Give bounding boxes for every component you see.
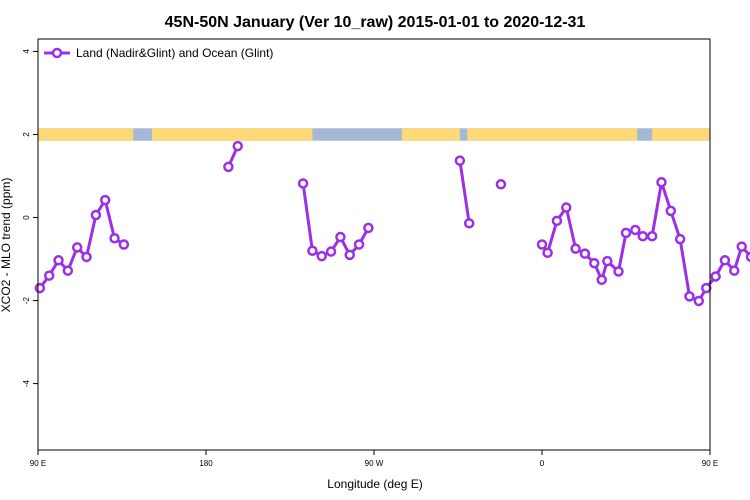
x-tick-label: 0: [540, 459, 545, 468]
plot-frame: [37, 38, 711, 451]
legend-entry-label: Land (Nadir&Glint) and Ocean (Glint): [76, 46, 273, 60]
data-point: [454, 155, 466, 166]
legend: Land (Nadir&Glint) and Ocean (Glint): [44, 46, 273, 60]
data-point: [34, 282, 46, 294]
series-layer: [34, 140, 750, 307]
data-point: [701, 282, 712, 294]
data-point: [719, 255, 731, 266]
data-point: [665, 205, 677, 217]
data-point: [684, 291, 695, 302]
data-point: [551, 215, 563, 227]
data-point: [99, 194, 111, 206]
data-point: [602, 255, 613, 267]
x-tick-label: 90 E: [702, 459, 718, 468]
y-tick-label: 2: [22, 132, 31, 137]
land-band-segment: [38, 128, 134, 141]
data-point: [589, 257, 600, 269]
data-point: [745, 251, 750, 263]
data-point: [536, 239, 548, 250]
series-line: [38, 198, 125, 289]
data-point: [325, 246, 337, 257]
data-point: [630, 224, 641, 236]
data-point: [353, 239, 365, 250]
series-line: [540, 180, 750, 303]
x-axis-label: Longitude (deg E): [327, 477, 422, 491]
y-tick-label: 0: [22, 215, 31, 220]
data-point: [71, 242, 83, 253]
data-point: [646, 230, 658, 242]
x-tick-label: 90 E: [30, 459, 46, 468]
data-point: [53, 255, 64, 266]
y-tick-label: -4: [22, 379, 31, 387]
data-point: [463, 218, 475, 229]
land-ocean-band: [38, 128, 710, 141]
data-point: [710, 271, 721, 282]
data-point: [81, 251, 92, 263]
x-tick-label: 180: [199, 459, 213, 468]
data-point: [62, 265, 74, 276]
data-point: [620, 227, 632, 239]
data-point: [542, 247, 553, 259]
data-point: [90, 209, 102, 221]
series-line: [458, 160, 471, 224]
land-band-segment: [652, 128, 710, 141]
data-point: [232, 140, 243, 152]
y-axis: 4 2 0 -2 -4: [22, 49, 38, 387]
data-point: [561, 202, 572, 213]
chart-title: 45N-50N January (Ver 10_raw) 2015-01-01 …: [165, 14, 586, 31]
y-tick-label: 4: [22, 49, 31, 54]
data-point: [223, 161, 234, 173]
legend-marker-icon: [51, 47, 63, 59]
data-point: [495, 179, 507, 190]
data-point: [637, 230, 649, 242]
y-axis-label: XCO2 - MLO trend (ppm): [0, 178, 13, 313]
data-point: [736, 241, 747, 252]
y-tick-label: -2: [22, 296, 31, 304]
land-band-segment: [402, 128, 460, 141]
data-point: [570, 243, 581, 254]
data-point: [613, 266, 624, 277]
data-point: [693, 295, 705, 307]
data-point: [674, 233, 686, 245]
data-point: [363, 222, 374, 234]
data-point: [596, 274, 607, 286]
land-band-segment: [467, 128, 638, 141]
data-point: [307, 245, 318, 256]
data-point: [335, 231, 346, 243]
x-tick-label: 90 W: [365, 459, 384, 468]
data-point: [109, 233, 120, 244]
data-point: [118, 239, 130, 250]
land-band-segment: [151, 128, 313, 141]
data-point: [579, 248, 591, 259]
data-point: [344, 249, 355, 261]
data-point: [656, 176, 667, 188]
data-point: [297, 178, 309, 189]
data-point: [729, 265, 740, 276]
data-point: [316, 250, 327, 262]
x-axis: 90 E 180 90 W 0 90 E: [30, 450, 718, 468]
data-point: [43, 270, 55, 281]
